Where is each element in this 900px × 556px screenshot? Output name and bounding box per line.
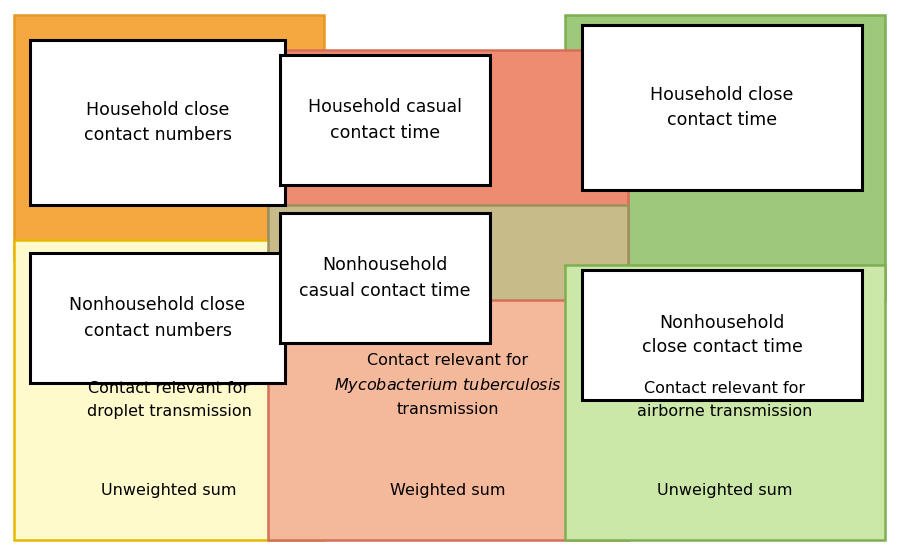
Text: Nonhousehold
casual contact time: Nonhousehold casual contact time (299, 256, 471, 300)
Bar (14, 15, 324, 260)
Text: Unweighted sum: Unweighted sum (657, 483, 793, 498)
Text: Contact relevant for
droplet transmission: Contact relevant for droplet transmissio… (86, 381, 251, 419)
Text: Household close
contact numbers: Household close contact numbers (84, 101, 231, 144)
Text: Contact relevant for
$\mathit{Mycobacterium\ tuberculosis}$
transmission: Contact relevant for $\mathit{Mycobacter… (334, 353, 562, 418)
Bar (582, 25, 862, 190)
Text: Nonhousehold close
contact numbers: Nonhousehold close contact numbers (69, 296, 246, 340)
Bar (30, 253, 285, 383)
Bar (268, 50, 628, 295)
Bar (268, 205, 628, 360)
Text: Weighted sum: Weighted sum (391, 483, 506, 498)
Bar (30, 40, 285, 205)
Bar (280, 213, 490, 343)
Bar (268, 300, 628, 540)
Text: Unweighted sum: Unweighted sum (101, 483, 237, 498)
Bar (565, 265, 885, 540)
Bar (14, 240, 324, 540)
Text: Contact relevant for
airborne transmission: Contact relevant for airborne transmissi… (637, 381, 813, 419)
Bar (280, 55, 490, 185)
Text: Household casual
contact time: Household casual contact time (308, 98, 462, 141)
Text: Household close
contact time: Household close contact time (651, 86, 794, 129)
Bar (582, 270, 862, 400)
Text: Nonhousehold
close contact time: Nonhousehold close contact time (642, 314, 803, 356)
Bar (565, 15, 885, 300)
